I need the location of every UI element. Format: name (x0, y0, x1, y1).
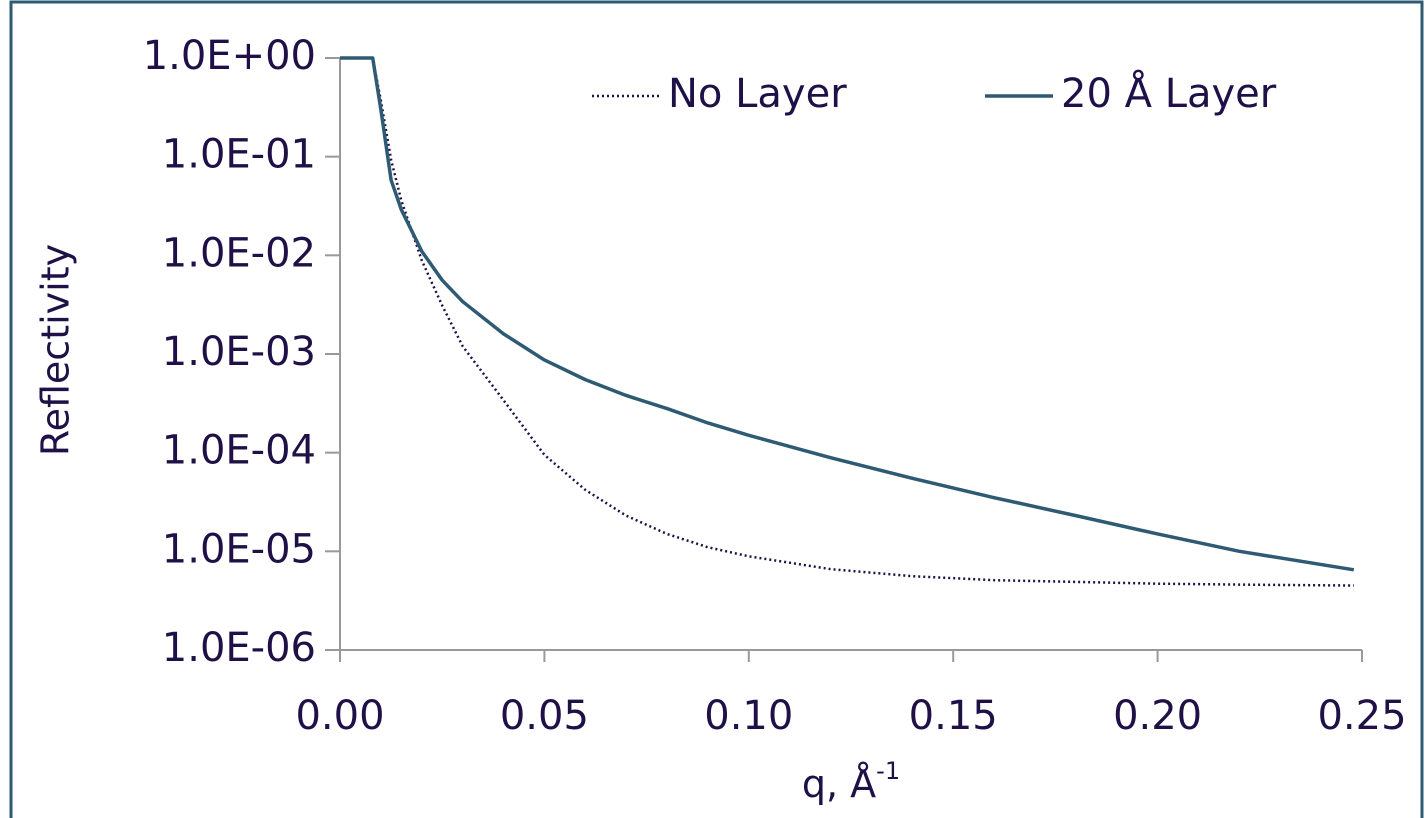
x-tick-label: 0.05 (500, 693, 589, 739)
y-tick-label: 1.0E-01 (162, 132, 316, 178)
x-tick-label: 0.10 (704, 693, 793, 739)
x-tick-label: 0.00 (295, 693, 384, 739)
x-axis-label: q, Å-1 (802, 757, 900, 806)
y-tick-label: 1.0E+00 (143, 33, 316, 79)
y-tick-label: 1.0E-06 (162, 625, 316, 671)
series-line (340, 56, 1355, 572)
x-axis-label-sup: -1 (876, 757, 900, 785)
x-tick-label: 0.20 (1113, 693, 1202, 739)
frame (9, 0, 1424, 818)
y-tick-label: 1.0E-05 (162, 526, 316, 572)
legend-label: No Layer (668, 71, 847, 117)
legend-label: 20 Å Layer (1061, 69, 1277, 117)
x-axis-label-text: q, Å (802, 762, 876, 806)
series-line (340, 56, 1354, 587)
y-tick-label: 1.0E-03 (162, 329, 316, 375)
y-tick-label: 1.0E-04 (162, 428, 316, 474)
y-tick-label: 1.0E-02 (162, 230, 316, 276)
y-axis-label: Reflectivity (34, 244, 78, 456)
x-tick-label: 0.15 (909, 693, 998, 739)
x-tick-label: 0.25 (1317, 693, 1406, 739)
